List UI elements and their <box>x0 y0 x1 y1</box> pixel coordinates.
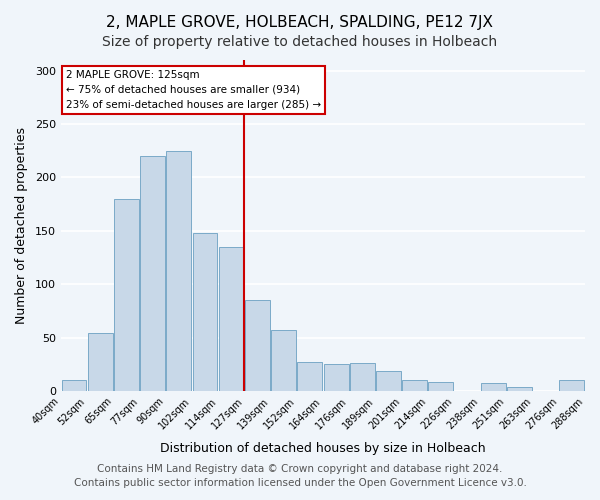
Bar <box>193 233 217 391</box>
Bar <box>114 199 139 391</box>
Bar <box>428 382 454 391</box>
Bar <box>402 380 427 391</box>
Bar <box>376 371 401 391</box>
Bar <box>140 156 165 391</box>
Bar <box>481 382 506 391</box>
Text: Size of property relative to detached houses in Holbeach: Size of property relative to detached ho… <box>103 35 497 49</box>
Bar <box>350 364 375 391</box>
Bar <box>245 300 270 391</box>
Bar <box>62 380 86 391</box>
Text: 2 MAPLE GROVE: 125sqm
← 75% of detached houses are smaller (934)
23% of semi-det: 2 MAPLE GROVE: 125sqm ← 75% of detached … <box>66 70 321 110</box>
Bar <box>298 362 322 391</box>
Bar <box>559 380 584 391</box>
Bar <box>88 334 113 391</box>
Y-axis label: Number of detached properties: Number of detached properties <box>15 127 28 324</box>
Text: 2, MAPLE GROVE, HOLBEACH, SPALDING, PE12 7JX: 2, MAPLE GROVE, HOLBEACH, SPALDING, PE12… <box>107 15 493 30</box>
Bar <box>219 247 244 391</box>
Text: Contains HM Land Registry data © Crown copyright and database right 2024.
Contai: Contains HM Land Registry data © Crown c… <box>74 464 526 487</box>
X-axis label: Distribution of detached houses by size in Holbeach: Distribution of detached houses by size … <box>160 442 486 455</box>
Bar <box>323 364 349 391</box>
Bar <box>166 151 191 391</box>
Bar <box>507 387 532 391</box>
Bar <box>271 330 296 391</box>
